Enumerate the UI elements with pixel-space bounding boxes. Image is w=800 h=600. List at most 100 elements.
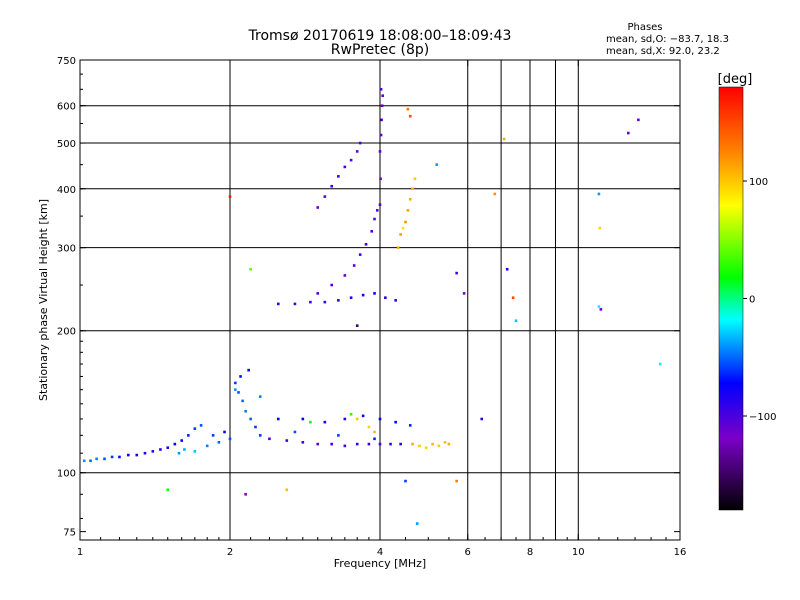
data-point [598, 226, 602, 230]
data-point [323, 195, 327, 198]
data-point [401, 226, 405, 230]
x-tick-label: 4 [377, 547, 383, 558]
data-point [254, 425, 257, 429]
data-point [493, 192, 497, 196]
data-point [443, 441, 447, 444]
data-point [166, 488, 170, 492]
phase-stats-x: mean, sd,X: 92.0, 23.2 [606, 46, 720, 57]
data-point [301, 441, 305, 444]
data-point [378, 203, 382, 207]
chart-subtitle: RwPretec (8p) [331, 42, 429, 58]
data-point [166, 446, 170, 449]
data-point [411, 442, 414, 446]
data-point [217, 441, 221, 444]
data-point [89, 459, 92, 463]
data-point [431, 442, 434, 446]
data-point [276, 417, 280, 421]
data-point [285, 439, 289, 442]
data-point [293, 302, 297, 306]
data-point [381, 94, 384, 98]
y-tick-label: 100 [57, 469, 76, 480]
data-point [316, 442, 320, 446]
x-axis-ticks: 1 2 4 6 8 10 16 [77, 60, 686, 558]
data-point [389, 442, 392, 446]
y-tick-label: 600 [57, 102, 76, 113]
data-point [406, 107, 410, 111]
colorbar-tick-label: 0 [749, 295, 755, 306]
data-point [408, 114, 412, 118]
data-point [177, 451, 181, 455]
data-point [394, 420, 397, 424]
data-point [373, 437, 376, 441]
data-point [205, 444, 209, 448]
data-point [413, 177, 417, 181]
x-tick-label: 10 [572, 547, 585, 558]
data-point [462, 292, 466, 295]
colorbar-tick-label: 100 [749, 177, 768, 188]
data-point [455, 271, 458, 275]
data-point [159, 448, 162, 451]
data-point [399, 442, 402, 446]
data-point [199, 424, 203, 427]
phase-stats-heading: Phases [627, 22, 662, 33]
data-point [367, 442, 371, 446]
data-point [514, 319, 518, 323]
data-point [343, 444, 347, 448]
data-point [183, 448, 186, 451]
data-point [118, 455, 121, 459]
data-point [293, 430, 297, 434]
data-point [343, 274, 347, 277]
data-point [355, 417, 359, 421]
data-point [211, 434, 215, 437]
data-point [355, 442, 359, 446]
data-point [408, 424, 412, 427]
data-point [143, 451, 147, 455]
data-point [247, 368, 250, 372]
y-axis-label: Stationary phase Virtual Height [km] [37, 199, 50, 401]
data-point [309, 420, 312, 424]
data-point [249, 267, 252, 271]
data-point [343, 417, 347, 421]
data-point [258, 395, 262, 398]
colorbar-tick-label: −100 [749, 412, 776, 423]
data-point [379, 88, 383, 91]
data-point [447, 442, 451, 446]
data-point [408, 197, 412, 201]
data-point [378, 150, 382, 153]
data-point [126, 453, 130, 457]
colorbar-ticks: 100 0 −100 [743, 177, 776, 423]
y-tick-label: 200 [57, 327, 76, 338]
data-point [355, 324, 359, 327]
data-point [455, 479, 458, 483]
data-point [404, 220, 407, 224]
data-point [380, 118, 383, 122]
data-point [597, 305, 601, 308]
grid-lines [80, 60, 680, 540]
data-point [228, 195, 232, 198]
data-point [380, 104, 384, 108]
data-point [244, 409, 247, 413]
data-point [249, 417, 252, 421]
x-tick-label: 8 [527, 547, 533, 558]
data-point [599, 308, 603, 311]
data-point [502, 137, 506, 141]
data-point [103, 457, 106, 461]
echo-points [82, 88, 662, 525]
data-point [135, 453, 139, 457]
data-point [343, 165, 347, 169]
data-point [418, 444, 421, 448]
data-point [378, 417, 382, 421]
data-point [323, 420, 327, 424]
data-point [258, 434, 262, 437]
data-point [437, 444, 441, 448]
data-point [411, 187, 414, 191]
data-point [301, 417, 305, 421]
data-point [193, 450, 197, 453]
data-point [361, 414, 365, 418]
data-point [379, 177, 382, 181]
data-point [187, 434, 190, 437]
data-point [95, 457, 98, 461]
data-point [364, 242, 368, 246]
data-point [404, 479, 407, 483]
